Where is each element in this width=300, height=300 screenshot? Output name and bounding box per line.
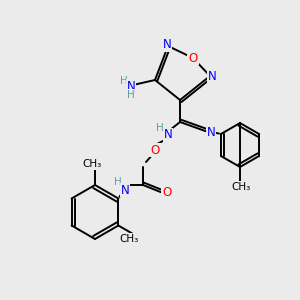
Text: N: N	[121, 184, 129, 196]
Text: CH₃: CH₃	[231, 182, 250, 192]
Text: H: H	[120, 76, 128, 86]
Text: H: H	[127, 90, 135, 100]
Text: H: H	[156, 123, 164, 133]
Text: N: N	[163, 38, 171, 52]
Text: N: N	[207, 125, 215, 139]
Text: O: O	[150, 143, 160, 157]
Text: CH₃: CH₃	[82, 159, 102, 169]
Text: O: O	[162, 187, 172, 200]
Text: N: N	[164, 128, 172, 142]
Text: N: N	[208, 70, 216, 83]
Text: O: O	[188, 52, 198, 64]
Text: CH₃: CH₃	[120, 233, 139, 244]
Text: H: H	[114, 177, 122, 187]
Text: N: N	[127, 80, 135, 92]
